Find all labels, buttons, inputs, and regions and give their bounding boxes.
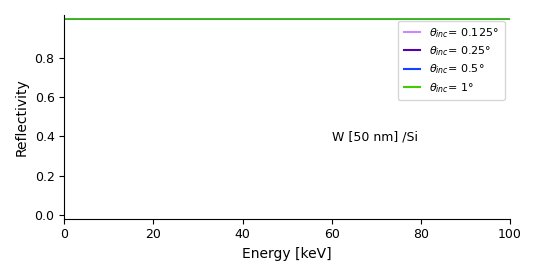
Legend: $\theta_{inc}$= 0.125°, $\theta_{inc}$= 0.25°, $\theta_{inc}$= 0.5°, $\theta_{in: $\theta_{inc}$= 0.125°, $\theta_{inc}$= … (398, 20, 504, 100)
X-axis label: Energy [keV]: Energy [keV] (242, 247, 332, 261)
Text: W [50 nm] /Si: W [50 nm] /Si (332, 131, 418, 144)
Y-axis label: Reflectivity: Reflectivity (15, 78, 29, 156)
